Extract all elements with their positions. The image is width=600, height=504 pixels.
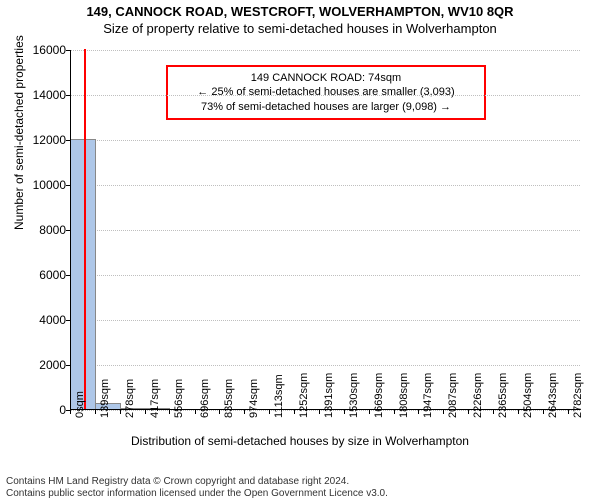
x-tick-label: 0sqm	[74, 391, 86, 418]
page-subtitle: Size of property relative to semi-detach…	[0, 21, 600, 36]
x-tick	[568, 410, 569, 414]
x-axis-label: Distribution of semi-detached houses by …	[0, 434, 600, 448]
gridline	[71, 185, 580, 186]
gridline	[71, 230, 580, 231]
x-tick-label: 1113sqm	[273, 374, 285, 418]
plot-area: 149 CANNOCK ROAD: 74sqm ← 25% of semi-de…	[70, 50, 580, 410]
y-tick-label: 2000	[16, 358, 66, 372]
x-tick	[468, 410, 469, 414]
x-tick-label: 2782sqm	[572, 373, 584, 418]
x-tick	[120, 410, 121, 414]
highlight-line	[84, 49, 86, 409]
chart-wrap: Number of semi-detached properties 149 C…	[0, 40, 600, 450]
x-tick-label: 974sqm	[248, 379, 260, 418]
x-tick	[169, 410, 170, 414]
x-tick-label: 417sqm	[149, 379, 161, 418]
x-tick	[418, 410, 419, 414]
x-tick	[518, 410, 519, 414]
x-tick-label: 556sqm	[173, 379, 185, 418]
y-tick-label: 10000	[16, 178, 66, 192]
x-tick-label: 278sqm	[124, 379, 136, 418]
x-tick	[95, 410, 96, 414]
footer-line-2: Contains public sector information licen…	[6, 488, 594, 500]
x-tick	[493, 410, 494, 414]
x-tick	[219, 410, 220, 414]
x-tick-label: 2365sqm	[497, 373, 509, 418]
x-tick-label: 2087sqm	[447, 373, 459, 418]
y-tick	[66, 185, 70, 186]
x-tick	[269, 410, 270, 414]
x-tick-label: 1808sqm	[398, 373, 410, 418]
page-title: 149, CANNOCK ROAD, WESTCROFT, WOLVERHAMP…	[0, 4, 600, 19]
x-tick-label: 1947sqm	[422, 373, 434, 418]
x-tick	[294, 410, 295, 414]
y-tick-label: 14000	[16, 88, 66, 102]
x-tick-label: 2504sqm	[522, 373, 534, 418]
x-tick	[344, 410, 345, 414]
info-line-1: 149 CANNOCK ROAD: 74sqm	[176, 71, 476, 85]
gridline	[71, 320, 580, 321]
x-tick-label: 2226sqm	[472, 373, 484, 418]
y-tick	[66, 95, 70, 96]
x-tick	[195, 410, 196, 414]
x-tick	[244, 410, 245, 414]
x-tick	[70, 410, 71, 414]
y-tick	[66, 50, 70, 51]
footer-line-1: Contains HM Land Registry data © Crown c…	[6, 476, 594, 488]
y-tick	[66, 140, 70, 141]
y-tick	[66, 275, 70, 276]
x-tick-label: 835sqm	[223, 379, 235, 418]
gridline	[71, 140, 580, 141]
x-tick-label: 139sqm	[99, 379, 111, 418]
x-tick-label: 1252sqm	[298, 373, 310, 418]
x-tick	[319, 410, 320, 414]
footer: Contains HM Land Registry data © Crown c…	[0, 472, 600, 504]
y-tick-label: 8000	[16, 223, 66, 237]
info-line-2: ← 25% of semi-detached houses are smalle…	[176, 85, 476, 99]
y-tick-label: 4000	[16, 313, 66, 327]
x-tick-label: 2643sqm	[547, 373, 559, 418]
y-tick-label: 12000	[16, 133, 66, 147]
x-tick-label: 1391sqm	[323, 373, 335, 418]
x-tick	[443, 410, 444, 414]
x-tick-label: 1530sqm	[348, 373, 360, 418]
x-tick	[543, 410, 544, 414]
info-box: 149 CANNOCK ROAD: 74sqm ← 25% of semi-de…	[166, 65, 486, 120]
y-tick	[66, 230, 70, 231]
x-tick-label: 1669sqm	[373, 373, 385, 418]
info-line-3: 73% of semi-detached houses are larger (…	[176, 100, 476, 114]
y-tick	[66, 365, 70, 366]
x-tick	[394, 410, 395, 414]
gridline	[71, 275, 580, 276]
y-tick-label: 6000	[16, 268, 66, 282]
gridline	[71, 365, 580, 366]
gridline	[71, 95, 580, 96]
y-tick	[66, 320, 70, 321]
x-tick-label: 696sqm	[199, 379, 211, 418]
x-tick	[145, 410, 146, 414]
gridline	[71, 50, 580, 51]
y-tick-label: 16000	[16, 43, 66, 57]
x-tick	[369, 410, 370, 414]
chart-container: 149, CANNOCK ROAD, WESTCROFT, WOLVERHAMP…	[0, 4, 600, 504]
y-tick-label: 0	[16, 403, 66, 417]
